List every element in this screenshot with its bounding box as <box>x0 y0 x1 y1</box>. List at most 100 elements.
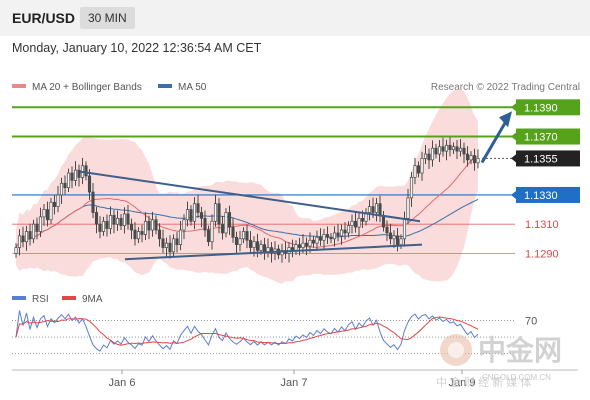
candle <box>325 234 330 238</box>
rsi-legend-label-0: RSI <box>32 294 49 305</box>
candle <box>210 220 214 243</box>
candle <box>472 155 477 164</box>
level-label-1.1290: 1.1290 <box>525 248 559 260</box>
rsi-ma-line <box>15 316 479 346</box>
trendline-lower <box>124 243 423 261</box>
candle <box>406 197 410 219</box>
candle <box>38 216 43 232</box>
candle <box>119 217 123 226</box>
watermark-url: CNGOLD.COM.CN <box>482 373 551 382</box>
candle <box>91 191 95 213</box>
candle <box>31 223 36 240</box>
candle <box>353 220 358 228</box>
rsi-legend-label-1: 9MA <box>82 294 103 305</box>
candle <box>105 220 109 229</box>
candle <box>49 201 53 221</box>
candle <box>280 250 284 256</box>
level-label-1.1390: 1.1390 <box>524 102 558 114</box>
candle <box>143 220 148 235</box>
candle <box>423 153 428 159</box>
level-tag-pointer-1.1390 <box>511 103 516 112</box>
candle <box>161 238 165 248</box>
candle <box>392 235 396 240</box>
candle <box>241 231 246 240</box>
candle <box>245 231 249 241</box>
candle <box>14 247 18 254</box>
timeframe-badge[interactable]: 30 MIN <box>80 7 135 29</box>
candle <box>238 238 242 245</box>
candle <box>427 153 431 161</box>
candle <box>388 232 393 240</box>
legend-label-1: MA 50 <box>178 82 207 93</box>
candle <box>332 232 337 240</box>
candle <box>227 212 232 228</box>
candle <box>476 158 480 164</box>
candle <box>168 242 172 253</box>
level-label-1.1370: 1.1370 <box>524 132 558 144</box>
level-tag-pointer-1.1370 <box>511 132 516 141</box>
x-tick-label-1: Jan 7 <box>281 377 308 389</box>
candle <box>269 247 274 254</box>
candle <box>59 182 64 196</box>
legend-swatch-0 <box>12 84 26 88</box>
watermark-logo-inner-icon <box>448 342 464 358</box>
candle <box>262 244 267 253</box>
level-label-1.1310: 1.1310 <box>525 219 559 231</box>
candle <box>199 212 204 219</box>
candle <box>465 153 470 161</box>
candle <box>206 229 211 243</box>
candle <box>192 203 197 222</box>
rsi-legend-swatch-1 <box>62 296 76 300</box>
level-tag-1.1355 <box>516 150 580 167</box>
candle <box>346 225 351 234</box>
candle <box>122 213 127 226</box>
candle <box>21 235 25 243</box>
candle <box>430 147 435 161</box>
timestamp: Monday, January 10, 2022 12:36:54 AM CET <box>12 41 262 55</box>
candle <box>318 236 323 241</box>
candle <box>399 238 403 245</box>
candle <box>234 236 239 245</box>
candle <box>304 242 309 247</box>
candle <box>458 147 463 152</box>
candle <box>231 226 235 238</box>
candle <box>157 229 162 240</box>
candle <box>28 231 32 240</box>
candle <box>329 236 333 240</box>
candle <box>336 232 340 237</box>
projection-arrow-head <box>499 111 512 128</box>
candle <box>350 220 354 226</box>
instrument-title: EUR/USD <box>12 10 76 26</box>
rsi-line <box>15 310 479 352</box>
candle <box>301 242 305 248</box>
candle <box>357 217 361 228</box>
candle <box>220 223 225 234</box>
x-tick-label-2: Jan 9 <box>449 377 476 389</box>
legend-label-0: MA 20 + Bollinger Bands <box>32 82 142 93</box>
candle <box>175 238 179 245</box>
candle <box>360 217 365 222</box>
candle <box>150 219 155 231</box>
candle <box>101 220 106 232</box>
candle <box>147 220 151 231</box>
candle <box>308 239 312 247</box>
x-tick-label-0: Jan 6 <box>109 377 136 389</box>
candle <box>224 212 228 234</box>
rsi-level-label-70: 70 <box>525 315 537 327</box>
candle <box>84 165 88 177</box>
candle <box>381 215 386 228</box>
candle <box>133 229 137 240</box>
projection-arrow <box>480 120 508 164</box>
level-label-1.1330: 1.1330 <box>524 190 558 202</box>
candle <box>45 209 50 221</box>
candle <box>56 194 60 207</box>
candle <box>469 155 473 161</box>
candle <box>129 223 134 231</box>
candle <box>87 175 92 193</box>
candle <box>185 209 190 221</box>
candle <box>343 229 347 234</box>
candle <box>294 244 298 251</box>
candle <box>66 172 71 189</box>
candle <box>140 231 144 235</box>
